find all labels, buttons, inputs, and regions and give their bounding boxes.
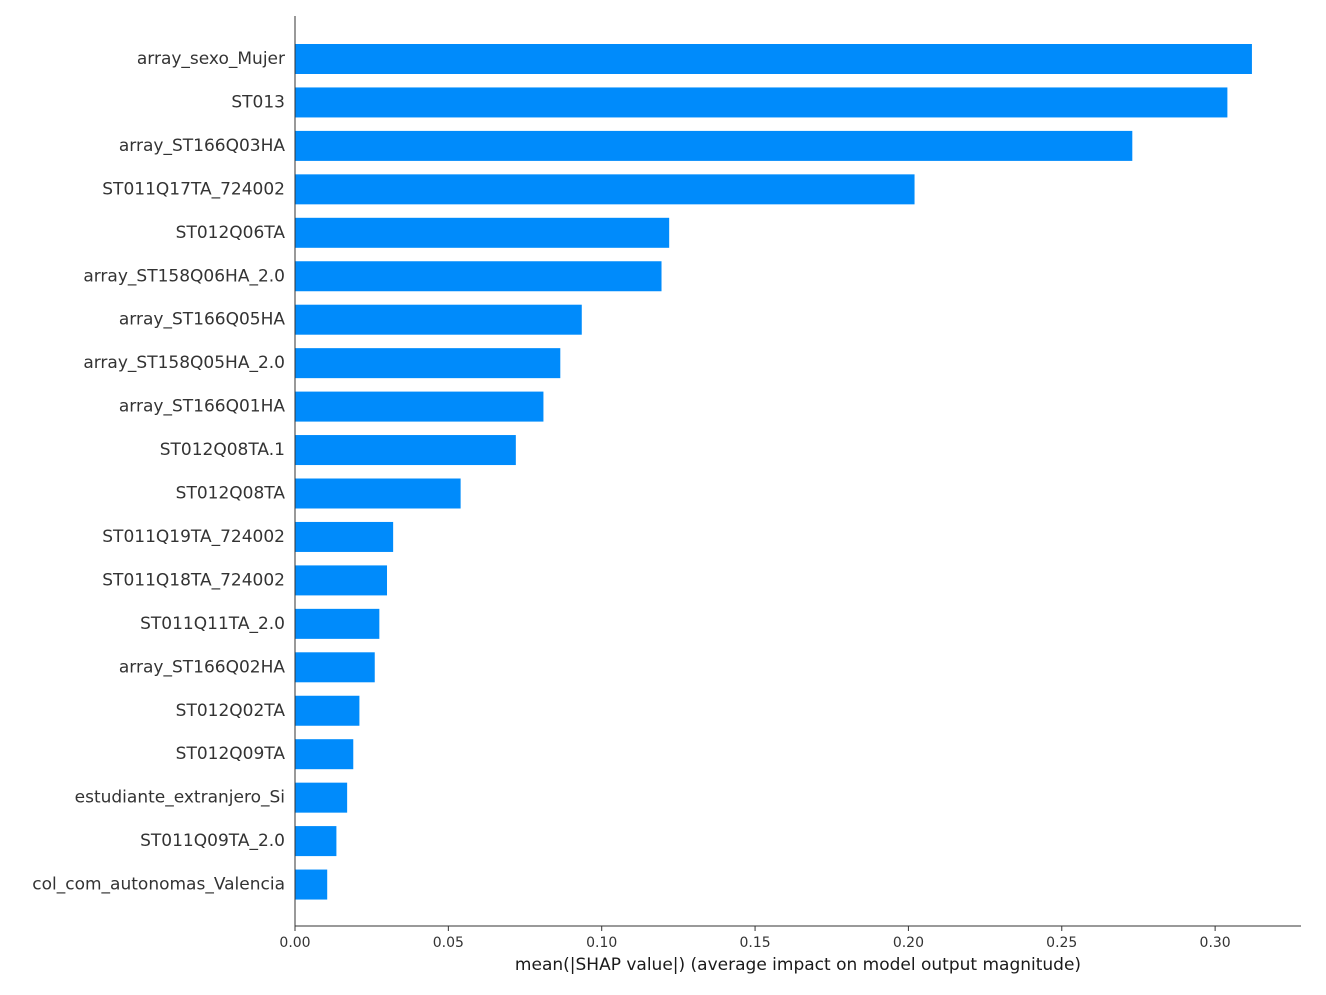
category-label: ST013 <box>231 92 285 112</box>
x-tick-label: 0.25 <box>1046 935 1077 951</box>
bar-ST012Q02TA <box>295 695 360 726</box>
category-label: ST012Q09TA <box>176 744 286 764</box>
bar-array_ST166Q01HA <box>295 391 544 422</box>
x-axis-ticks: 0.00 0.05 0.10 0.15 0.20 0.25 0.30 <box>279 926 1231 951</box>
bar-ST013 <box>295 87 1228 118</box>
category-label: array_ST158Q05HA_2.0 <box>83 353 285 373</box>
bar-ST012Q06TA <box>295 217 670 248</box>
x-tick-label: 0.20 <box>893 935 924 951</box>
bar-array_ST166Q02HA <box>295 652 375 683</box>
category-label: array_ST166Q01HA <box>119 397 285 417</box>
x-tick-label: 0.30 <box>1200 935 1231 951</box>
category-label: estudiante_extranjero_Si <box>75 788 285 808</box>
category-label: array_ST166Q03HA <box>119 136 285 156</box>
category-label: ST012Q02TA <box>176 701 286 721</box>
bar-ST011Q19TA_724002 <box>295 521 394 552</box>
bar-ST011Q17TA_724002 <box>295 174 915 205</box>
category-labels: array_sexo_Mujer ST013 array_ST166Q03HA ST0… <box>32 49 285 895</box>
category-label: ST011Q17TA_724002 <box>102 179 285 199</box>
x-axis-title: mean(|SHAP value|) (average impact on mo… <box>515 955 1081 975</box>
bar-array_ST166Q05HA <box>295 304 582 335</box>
x-tick-label: 0.15 <box>739 935 770 951</box>
bar-ST012Q08TA <box>295 478 461 509</box>
bar-array_ST158Q05HA_2.0 <box>295 348 561 379</box>
bar-array_ST158Q06HA_2.0 <box>295 261 662 292</box>
x-tick-label: 0.10 <box>586 935 617 951</box>
bar-array_ST166Q03HA <box>295 130 1133 161</box>
bar-ST011Q11TA_2.0 <box>295 608 380 639</box>
bar-ST011Q09TA_2.0 <box>295 826 337 857</box>
category-label: ST011Q11TA_2.0 <box>140 614 285 634</box>
category-label: array_ST158Q06HA_2.0 <box>83 266 285 286</box>
bar-col_com_autonomas_Valencia <box>295 869 328 900</box>
category-label: ST012Q08TA.1 <box>160 440 285 460</box>
category-label: ST011Q19TA_724002 <box>102 527 285 547</box>
x-tick-label: 0.00 <box>279 935 310 951</box>
bar-estudiante_extranjero_Si <box>295 782 348 813</box>
category-label: array_sexo_Mujer <box>137 49 285 69</box>
category-label: ST012Q06TA <box>176 223 286 243</box>
category-label: array_ST166Q05HA <box>119 310 285 330</box>
bar-array_sexo_Mujer <box>295 44 1252 74</box>
category-label: ST011Q18TA_724002 <box>102 570 285 590</box>
bar-ST012Q09TA <box>295 739 354 770</box>
bar-ST011Q18TA_724002 <box>295 565 388 596</box>
category-label: ST012Q08TA <box>176 484 286 504</box>
category-label: ST011Q09TA_2.0 <box>140 831 285 851</box>
bar-ST012Q08TA.1 <box>295 435 516 466</box>
category-label: array_ST166Q02HA <box>119 657 285 677</box>
category-label: col_com_autonomas_Valencia <box>32 875 285 895</box>
bars-layer <box>295 44 1252 900</box>
x-tick-label: 0.05 <box>433 935 464 951</box>
